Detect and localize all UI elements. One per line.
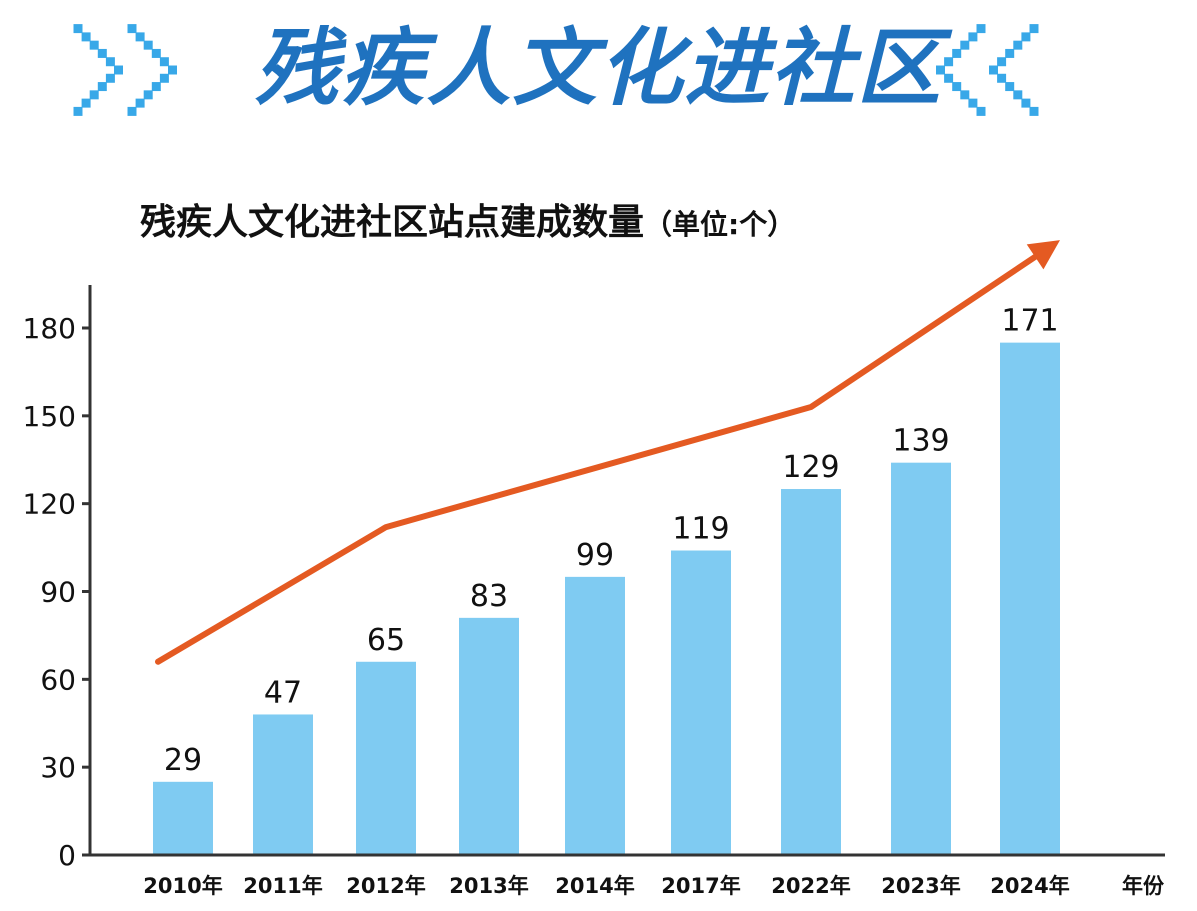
chevron-square — [968, 98, 978, 108]
chevron-left-icon — [936, 24, 1039, 116]
chevron-square — [968, 32, 978, 42]
x-tick-label-2023年: 2023年 — [881, 874, 960, 898]
chevron-square — [127, 24, 137, 34]
x-tick-label-2012年: 2012年 — [346, 874, 425, 898]
chevron-square — [159, 73, 169, 83]
chevron-square — [1029, 106, 1039, 116]
chevron-left-icon-1 — [936, 24, 986, 116]
chevron-square — [114, 65, 123, 75]
chevron-square — [89, 90, 99, 100]
bar-2024年 — [1000, 342, 1060, 855]
trend-arrow — [155, 240, 1060, 665]
value-label-2022年: 129 — [782, 450, 839, 485]
value-label-2012年: 65 — [367, 623, 405, 658]
chevron-square — [97, 48, 107, 58]
bar-2013年 — [459, 617, 519, 855]
chevron-square — [135, 98, 145, 108]
chevron-right-icon — [73, 24, 177, 116]
value-label-2013年: 83 — [470, 579, 508, 614]
value-label-group: 29 47 65 83 99 119 129 139 171 — [164, 304, 1059, 778]
chevron-square — [159, 57, 169, 67]
chevron-square — [1021, 32, 1031, 42]
chevron-square — [168, 65, 177, 75]
chevron-square — [989, 65, 998, 75]
chart-unit-note: （单位:个） — [644, 208, 796, 241]
x-tick-label-2024年: 2024年 — [990, 874, 1069, 898]
y-tick-label-60: 60 — [40, 663, 76, 696]
chevron-square — [143, 40, 153, 50]
chevron-square — [143, 90, 153, 100]
chevron-square — [952, 82, 962, 92]
chevron-square — [81, 32, 91, 42]
y-tick-label-150: 150 — [23, 400, 76, 433]
chevron-square — [976, 106, 986, 116]
chevron-square — [997, 57, 1007, 67]
value-label-2010年: 29 — [164, 743, 202, 778]
y-tick-label-90: 90 — [40, 576, 76, 609]
chart-title: 残疾人文化进社区站点建成数量（单位:个） — [140, 198, 795, 250]
bar-2012年 — [356, 661, 416, 855]
chevron-square — [960, 40, 970, 50]
x-tick-label-2013年: 2013年 — [449, 874, 528, 898]
bar-2014年 — [565, 576, 625, 855]
chevron-right-icon-1 — [73, 24, 123, 116]
chevron-square — [151, 48, 161, 58]
chevron-right-icon-2 — [127, 24, 177, 116]
trend-arrow-line — [155, 253, 1039, 665]
x-axis-title: 年份 — [1122, 874, 1165, 898]
chevron-square — [976, 24, 986, 34]
chevron-square — [1005, 82, 1015, 92]
chevron-square — [105, 73, 115, 83]
trend-arrow-head — [1026, 240, 1060, 270]
y-tick-label-0: 0 — [58, 839, 76, 872]
chevron-square — [81, 98, 91, 108]
chevron-left-icon-2 — [989, 24, 1039, 116]
chevron-square — [151, 82, 161, 92]
y-tick-label-30: 30 — [40, 751, 76, 784]
chevron-square — [960, 90, 970, 100]
chevron-square — [1013, 40, 1023, 50]
bar-2011年 — [253, 714, 313, 855]
bar-group — [153, 342, 1060, 855]
y-tick-label-180: 180 — [23, 312, 76, 345]
y-axis-ticks: 0 30 60 90 120 150 180 — [23, 312, 90, 872]
x-tick-label-2017年: 2017年 — [661, 874, 740, 898]
x-tick-label-2022年: 2022年 — [771, 874, 850, 898]
chevron-square — [952, 48, 962, 58]
chevron-square — [1029, 24, 1039, 34]
x-tick-label-2011年: 2011年 — [243, 874, 322, 898]
bar-2023年 — [891, 462, 951, 855]
bar-2017年 — [671, 550, 731, 855]
x-axis-ticks: 2010年 2011年 2012年 2013年 2014年 2017年 2022年 2023年… — [143, 874, 1069, 898]
chevron-square — [936, 65, 945, 75]
chevron-square — [127, 106, 137, 116]
chevron-square — [944, 73, 954, 83]
bar-2022年 — [781, 489, 841, 855]
chevron-square — [97, 82, 107, 92]
chevron-square — [89, 40, 99, 50]
banner-title: 残疾人文化进社区 — [254, 19, 943, 117]
value-label-2011年: 47 — [264, 675, 302, 710]
value-label-2023年: 139 — [892, 424, 949, 459]
chart-title-text: 残疾人文化进社区站点建成数量 — [140, 202, 645, 243]
chevron-square — [1013, 90, 1023, 100]
chevron-square — [944, 57, 954, 67]
y-tick-label-120: 120 — [23, 488, 76, 521]
chevron-square — [73, 106, 83, 116]
chevron-square — [997, 73, 1007, 83]
chevron-square — [1005, 48, 1015, 58]
chevron-square — [135, 32, 145, 42]
value-label-2017年: 119 — [672, 512, 729, 547]
chevron-square — [1021, 98, 1031, 108]
chevron-square — [73, 24, 83, 34]
bar-2010年 — [153, 781, 213, 855]
value-label-2014年: 99 — [576, 538, 614, 573]
chevron-square — [105, 57, 115, 67]
axes — [88, 285, 1165, 857]
value-label-2024年: 171 — [1001, 304, 1058, 339]
x-tick-label-2010年: 2010年 — [143, 874, 222, 898]
x-tick-label-2014年: 2014年 — [555, 874, 634, 898]
